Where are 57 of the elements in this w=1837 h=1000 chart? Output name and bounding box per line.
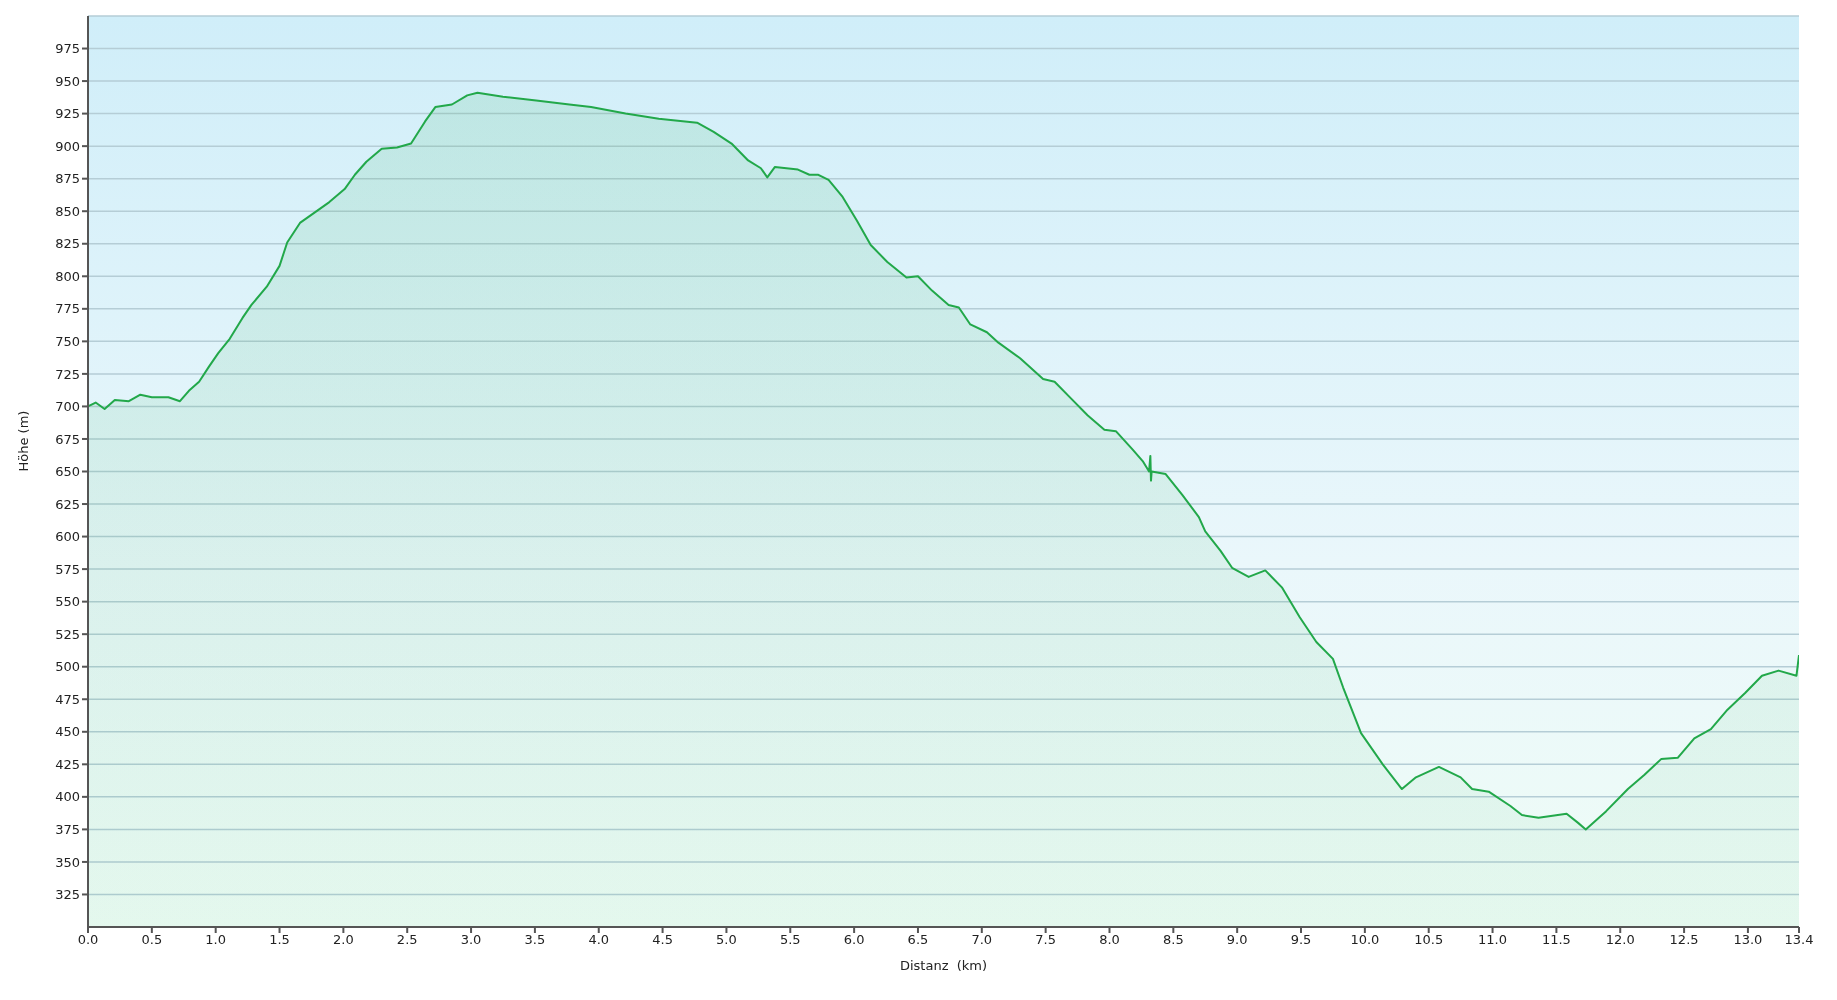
y-tick-label: 475 <box>55 691 80 707</box>
y-tick-label: 525 <box>55 626 80 642</box>
y-tick-label: 750 <box>55 333 80 349</box>
y-tick-label: 975 <box>55 41 80 57</box>
x-tick-label: 6.0 <box>843 932 865 948</box>
x-tick-label: 13.4 <box>1784 932 1814 948</box>
x-axis-title: Distanz (km) <box>899 958 988 973</box>
x-tick-label: 2.5 <box>396 932 418 948</box>
y-tick-label: 450 <box>55 724 80 740</box>
y-tick-label: 800 <box>55 268 80 284</box>
y-tick-label: 575 <box>55 561 80 577</box>
y-tick-label: 625 <box>55 496 80 512</box>
x-tick-label: 11.5 <box>1541 932 1571 948</box>
x-tick-label: 1.0 <box>205 932 227 948</box>
y-tick-label: 325 <box>55 887 80 903</box>
y-axis-title: Höhe (m) <box>15 410 31 472</box>
x-tick-label: 0.5 <box>141 932 163 948</box>
x-tick-label: 7.0 <box>971 932 993 948</box>
x-tick-label: 3.5 <box>524 932 546 948</box>
x-tick-label: 11.0 <box>1478 932 1508 948</box>
x-tick-label: 12.0 <box>1605 932 1635 948</box>
x-tick-label: 2.0 <box>333 932 354 948</box>
y-tick-label: 725 <box>55 366 80 382</box>
y-tick-label: 425 <box>55 756 80 772</box>
x-tick-label: 9.0 <box>1226 932 1248 948</box>
y-tick-label: 850 <box>55 203 80 219</box>
y-tick-label: 375 <box>55 822 80 838</box>
x-tick-label: 5.0 <box>716 932 737 948</box>
y-tick-label: 700 <box>55 399 80 415</box>
x-tick-label: 3.0 <box>460 932 482 948</box>
x-tick-label: 10.0 <box>1350 932 1380 948</box>
x-tick-label: 4.0 <box>588 932 610 948</box>
x-tick-label: 9.5 <box>1290 932 1312 948</box>
x-tick-label: 13.0 <box>1733 932 1763 948</box>
x-tick-label: 6.5 <box>907 932 929 948</box>
y-tick-label: 675 <box>55 431 80 447</box>
x-tick-label: 8.5 <box>1162 932 1184 948</box>
x-tick-label: 8.0 <box>1099 932 1120 948</box>
x-tick-label: 1.5 <box>269 932 290 948</box>
x-tick-label: 5.5 <box>779 932 801 948</box>
x-tick-label: 7.5 <box>1035 932 1056 948</box>
x-tick-label: 12.5 <box>1669 932 1699 948</box>
y-tick-label: 950 <box>55 73 80 89</box>
y-tick-label: 600 <box>55 529 80 545</box>
y-tick-label: 550 <box>55 594 80 610</box>
y-tick-label: 875 <box>55 171 80 187</box>
y-tick-label: 400 <box>55 789 80 805</box>
y-tick-label: 500 <box>55 659 80 675</box>
y-tick-label: 775 <box>55 301 80 317</box>
y-tick-label: 825 <box>55 236 80 252</box>
x-tick-label: 10.5 <box>1414 932 1444 948</box>
x-tick-label: 4.5 <box>652 932 673 948</box>
y-tick-label: 925 <box>55 106 80 122</box>
y-tick-label: 650 <box>55 464 80 480</box>
y-tick-label: 900 <box>55 138 80 154</box>
y-tick-label: 350 <box>55 854 80 870</box>
x-tick-label: 0.0 <box>77 932 99 948</box>
